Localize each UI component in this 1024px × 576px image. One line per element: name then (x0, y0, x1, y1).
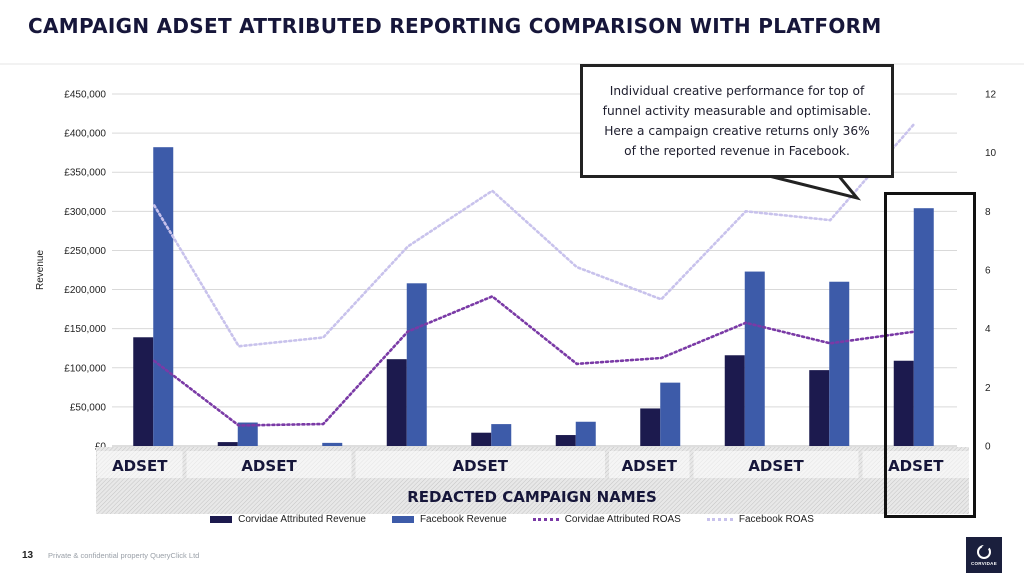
x-axis-label: REDACTED CAMPAIGN NAMES (407, 488, 657, 506)
y-tick-label: £100,000 (64, 363, 106, 374)
bar-facebook-revenue (406, 283, 427, 446)
line-corvidae-roas (152, 294, 917, 427)
chart-legend: Corvidae Attributed Revenue Facebook Rev… (0, 514, 1024, 525)
legend-item-facebook-roas: Facebook ROAS (706, 514, 814, 525)
category-group-label: ADSET (453, 457, 509, 475)
bar-facebook-revenue (660, 382, 681, 446)
legend-swatch (706, 518, 733, 521)
category-group-box (355, 451, 605, 478)
highlight-box (884, 192, 976, 518)
y-axis-left: £0£50,000£100,000£150,000£200,000£250,00… (64, 90, 106, 453)
bar-corvidae-revenue (471, 432, 492, 446)
slide-title: CAMPAIGN ADSET ATTRIBUTED REPORTING COMP… (28, 14, 882, 38)
annotation-callout: Individual creative performance for top … (580, 64, 894, 178)
y-axis-label: Revenue (35, 250, 46, 290)
category-group-box (186, 451, 352, 478)
bar-facebook-revenue (829, 281, 850, 446)
bar-series (133, 147, 934, 447)
line-series (152, 122, 917, 427)
bar-facebook-revenue (913, 208, 934, 446)
legend-label: Corvidae Attributed Revenue (238, 514, 366, 525)
category-group-label: ADSET (888, 457, 944, 475)
bar-corvidae-revenue (809, 370, 830, 446)
y-tick-label: £450,000 (64, 90, 106, 101)
logo-text: CORVIDAE (970, 560, 998, 566)
y2-tick-label: 10 (985, 148, 997, 159)
bar-facebook-revenue (237, 422, 258, 446)
y-tick-label: £250,000 (64, 246, 106, 257)
bar-corvidae-revenue (217, 442, 238, 446)
y2-tick-label: 2 (985, 383, 991, 394)
legend-item-corvidae-revenue: Corvidae Attributed Revenue (210, 514, 366, 525)
y-tick-label: £200,000 (64, 285, 106, 296)
y-tick-label: £350,000 (64, 168, 106, 179)
y-tick-label: £300,000 (64, 207, 106, 218)
legend-swatch (391, 516, 414, 523)
category-group-box (862, 451, 969, 478)
category-group-labels: ADSET ADSET ADSET ADSET ADSET ADSET (97, 451, 969, 478)
legend-swatch (532, 518, 559, 521)
category-group-label: ADSET (748, 457, 804, 475)
bar-corvidae-revenue (386, 359, 407, 446)
bar-facebook-revenue (491, 424, 512, 446)
legend-label: Corvidae Attributed ROAS (564, 514, 681, 525)
category-group-label: ADSET (622, 457, 678, 475)
legend-swatch (210, 516, 233, 523)
bar-corvidae-revenue (640, 408, 661, 446)
legend-item-corvidae-roas: Corvidae Attributed ROAS (532, 514, 681, 525)
line-facebook-roas (152, 122, 917, 348)
bar-facebook-revenue (744, 271, 765, 446)
legend-label: Facebook ROAS (738, 514, 814, 525)
y2-tick-label: 6 (985, 266, 991, 277)
legend-label: Facebook Revenue (419, 514, 507, 525)
logo-icon (977, 544, 991, 559)
category-group-label: ADSET (112, 457, 168, 475)
category-group-box (97, 451, 183, 478)
y2-tick-label: 0 (985, 442, 991, 453)
y-tick-label: £400,000 (64, 129, 106, 140)
y-tick-label: £50,000 (70, 402, 107, 413)
category-group-box (609, 451, 690, 478)
y-axis-right: 0 2 4 6 8 10 12 (985, 90, 997, 453)
bar-facebook-revenue (322, 442, 343, 446)
category-group-box (693, 451, 859, 478)
bar-corvidae-revenue (893, 360, 914, 446)
y-tick-label: £150,000 (64, 324, 106, 335)
confidential-notice: Private & confidential property QueryCli… (48, 551, 200, 560)
legend-item-facebook-revenue: Facebook Revenue (391, 514, 507, 525)
page-number: 13 (22, 550, 34, 561)
y2-tick-label: 12 (985, 90, 997, 101)
y2-tick-label: 4 (985, 324, 991, 335)
corvidae-logo: CORVIDAE (966, 537, 1002, 573)
bar-corvidae-revenue (555, 435, 576, 446)
bar-corvidae-revenue (133, 337, 154, 446)
bar-corvidae-revenue (724, 355, 745, 446)
bar-facebook-revenue (575, 421, 596, 446)
y2-tick-label: 8 (985, 207, 991, 218)
category-group-label: ADSET (241, 457, 297, 475)
